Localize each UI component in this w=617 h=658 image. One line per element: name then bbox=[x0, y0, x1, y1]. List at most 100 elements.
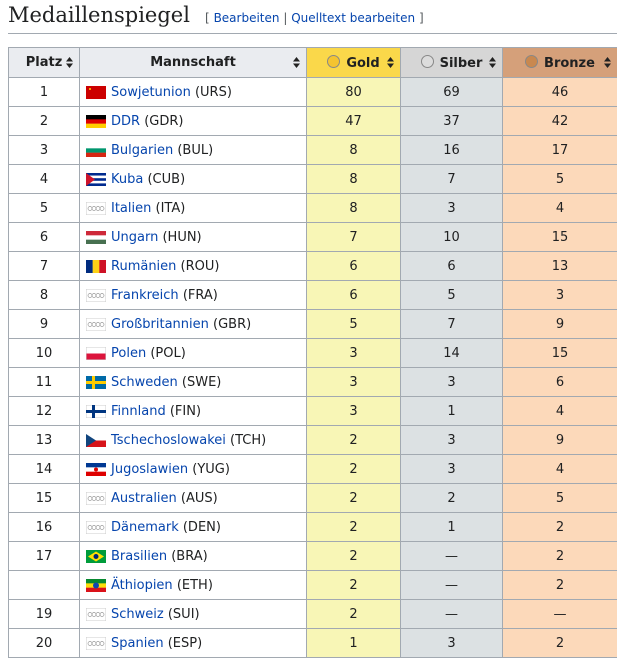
silver-cell: 16 bbox=[400, 135, 503, 165]
gold-cell: 47 bbox=[306, 106, 401, 136]
team-cell: Tschechoslowakei (TCH) bbox=[79, 425, 307, 455]
silver-cell: 3 bbox=[400, 628, 503, 658]
bronze-cell: 9 bbox=[502, 309, 617, 339]
sort-arrow[interactable] bbox=[387, 57, 394, 68]
bronze-cell: 5 bbox=[502, 483, 617, 513]
flag-icon bbox=[86, 346, 106, 360]
bronze-cell: 2 bbox=[502, 628, 617, 658]
silver-cell: 3 bbox=[400, 454, 503, 484]
flag-icon bbox=[86, 404, 106, 418]
team-link[interactable]: Schweden bbox=[111, 374, 178, 390]
sort-arrow[interactable] bbox=[293, 57, 300, 68]
column-header[interactable]: Mannschaft bbox=[79, 47, 307, 78]
bronze-cell: 4 bbox=[502, 193, 617, 223]
silver-cell: 5 bbox=[400, 280, 503, 310]
medal-icon bbox=[525, 54, 539, 68]
team-link[interactable]: Brasilien bbox=[111, 548, 168, 564]
edit-link[interactable]: Bearbeiten bbox=[213, 11, 280, 25]
table-row: 7 Rumänien (ROU) 6 6 13 bbox=[8, 251, 617, 281]
team-code: (GBR) bbox=[213, 316, 252, 332]
table-row: 19 Schweiz (SUI) 2— — bbox=[8, 599, 617, 629]
team-link[interactable]: Finnland bbox=[111, 403, 166, 419]
table-body: 1 Sowjetunion (URS) 80 69 46 2 DDR (GDR) 47 37 42… bbox=[8, 77, 617, 658]
team-link[interactable]: Kuba bbox=[111, 171, 144, 187]
table-row: 13 Tschechoslowakei (TCH) 2 3 9 bbox=[8, 425, 617, 455]
team-link[interactable]: Großbritannien bbox=[111, 316, 209, 332]
silver-cell: 2 bbox=[400, 483, 503, 513]
team-link[interactable]: Ungarn bbox=[111, 229, 159, 245]
team-code: (CUB) bbox=[147, 171, 186, 187]
team-link[interactable]: Dänemark bbox=[111, 519, 179, 535]
table-row: 16 Dänemark (DEN) 2 1 2 bbox=[8, 512, 617, 542]
team-code: (SUI) bbox=[167, 606, 200, 622]
team-link[interactable]: Spanien bbox=[111, 635, 164, 651]
gold-cell: 8 bbox=[306, 193, 401, 223]
team-cell: Finnland (FIN) bbox=[79, 396, 307, 426]
team-cell: Jugoslawien (YUG) bbox=[79, 454, 307, 484]
column-label: Bronze bbox=[544, 55, 595, 71]
column-header[interactable]: Gold bbox=[306, 47, 401, 78]
bronze-cell: 46 bbox=[502, 77, 617, 107]
silver-cell: 37 bbox=[400, 106, 503, 136]
medal-table: Platz Mannschaft Gold Silber Bronze 1 Sowjetu… bbox=[8, 47, 617, 658]
flag-icon bbox=[86, 114, 106, 128]
team-link[interactable]: Polen bbox=[111, 345, 147, 361]
gold-cell: 80 bbox=[306, 77, 401, 107]
team-code: (AUS) bbox=[180, 490, 218, 506]
team-link[interactable]: Bulgarien bbox=[111, 142, 174, 158]
bronze-cell: 3 bbox=[502, 280, 617, 310]
team-link[interactable]: Frankreich bbox=[111, 287, 179, 303]
team-link[interactable]: Tschechoslowakei bbox=[111, 432, 226, 448]
team-cell: Großbritannien (GBR) bbox=[79, 309, 307, 339]
team-link[interactable]: Äthiopien bbox=[111, 577, 173, 593]
column-label: Platz bbox=[25, 55, 63, 70]
sort-arrow[interactable] bbox=[489, 57, 496, 68]
table-row: 14 Jugoslawien (YUG) 2 3 4 bbox=[8, 454, 617, 484]
rank-cell: 19 bbox=[8, 599, 80, 629]
rank-cell: 5 bbox=[8, 193, 80, 223]
team-link[interactable]: Jugoslawien bbox=[111, 461, 189, 477]
gold-cell: 8 bbox=[306, 135, 401, 165]
column-label: Gold bbox=[346, 55, 380, 71]
team-link[interactable]: Australien bbox=[111, 490, 177, 506]
team-link[interactable]: Schweiz bbox=[111, 606, 164, 622]
silver-cell: 14 bbox=[400, 338, 503, 368]
table-row: 9 Großbritannien (GBR) 5 7 9 bbox=[8, 309, 617, 339]
table-row: 15 Australien (AUS) 2 2 5 bbox=[8, 483, 617, 513]
rank-cell bbox=[8, 570, 80, 600]
rank-cell: 11 bbox=[8, 367, 80, 397]
table-row: 17 Brasilien (BRA) 2—2 bbox=[8, 541, 617, 571]
column-header[interactable]: Silber bbox=[400, 47, 503, 78]
flag-icon bbox=[86, 578, 106, 592]
team-cell: Australien (AUS) bbox=[79, 483, 307, 513]
bronze-cell: 4 bbox=[502, 454, 617, 484]
team-link[interactable]: Sowjetunion bbox=[111, 84, 191, 100]
column-header[interactable]: Bronze bbox=[502, 47, 617, 78]
silver-cell: 69 bbox=[400, 77, 503, 107]
column-label: Mannschaft bbox=[150, 55, 236, 70]
rank-cell: 13 bbox=[8, 425, 80, 455]
silver-cell: — bbox=[400, 570, 503, 600]
team-link[interactable]: DDR bbox=[111, 113, 141, 129]
bronze-cell: 2 bbox=[502, 512, 617, 542]
silver-cell: — bbox=[400, 541, 503, 571]
team-link[interactable]: Rumänien bbox=[111, 258, 177, 274]
sort-arrow[interactable] bbox=[66, 57, 73, 68]
flag-icon bbox=[86, 230, 106, 244]
table-row: 12 Finnland (FIN) 3 1 4 bbox=[8, 396, 617, 426]
team-link[interactable]: Italien bbox=[111, 200, 152, 216]
table-row: 1 Sowjetunion (URS) 80 69 46 bbox=[8, 77, 617, 107]
table-row: 3 Bulgarien (BUL) 8 16 17 bbox=[8, 135, 617, 165]
team-code: (FIN) bbox=[169, 403, 202, 419]
source-edit-link[interactable]: Quelltext bearbeiten bbox=[291, 11, 416, 25]
flag-icon bbox=[86, 317, 106, 331]
sort-arrow[interactable] bbox=[604, 57, 611, 68]
gold-cell: 3 bbox=[306, 367, 401, 397]
column-header[interactable]: Platz bbox=[8, 47, 80, 78]
rank-cell: 15 bbox=[8, 483, 80, 513]
gold-cell: 2 bbox=[306, 541, 401, 571]
flag-icon bbox=[86, 462, 106, 476]
gold-cell: 5 bbox=[306, 309, 401, 339]
rank-cell: 2 bbox=[8, 106, 80, 136]
